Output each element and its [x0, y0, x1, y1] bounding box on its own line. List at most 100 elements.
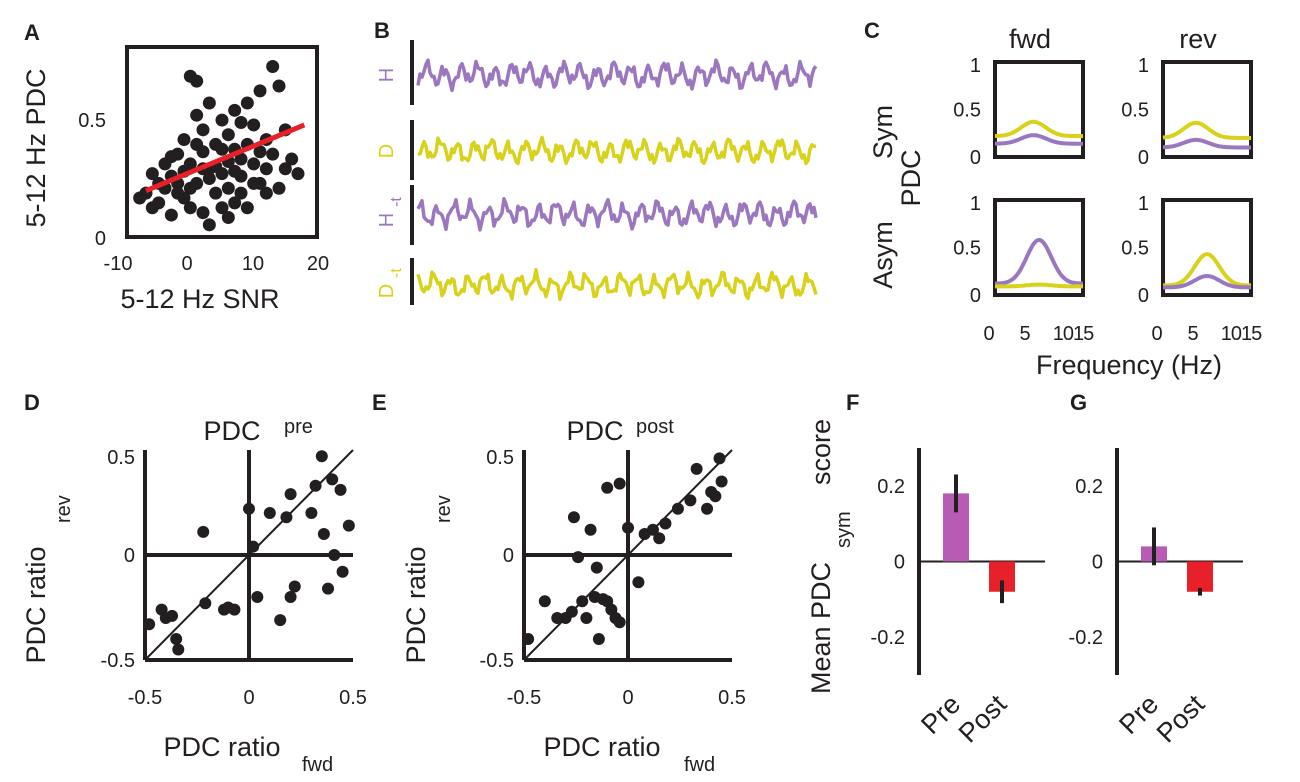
panel-a-point: [215, 142, 229, 156]
panel-a-point: [221, 181, 235, 195]
panel-c-row-sym: Sym: [868, 105, 898, 159]
panel-a-point: [190, 137, 204, 151]
panel-c-subplot-frame: [1161, 198, 1253, 297]
panel-a-point: [247, 176, 261, 190]
panel-b-traces: H D H -t D -t: [376, 40, 818, 305]
panel-f-y-label: Mean PDC sym score: [806, 419, 855, 694]
panel-e-point: [576, 595, 589, 608]
panel-a-point: [202, 218, 216, 232]
panel-e-point: [690, 462, 703, 475]
panel-d-point: [334, 483, 347, 496]
panel-c-pdc-spectra: fwd rev Sym Asym PDC Frequency (Hz) 00.5…: [868, 24, 1263, 380]
panel-c-yellow-curve: [995, 119, 1083, 139]
panel-a-point: [209, 186, 223, 200]
panel-e-y-label: PDC ratio rev: [401, 495, 455, 663]
panel-c-yellow-curve: [1163, 252, 1251, 288]
panel-a-point: [183, 157, 197, 171]
panel-e-y-tick: 0.5: [486, 447, 514, 469]
panel-c-yellow-curve: [995, 282, 1083, 289]
panel-f-y-label-suffix: score: [806, 419, 836, 485]
panel-a-point: [234, 116, 248, 130]
panel-d-point: [288, 580, 301, 593]
panel-a-point: [285, 152, 299, 166]
panel-d-point: [197, 525, 210, 538]
panel-c-subplot-frame: [993, 60, 1085, 159]
panel-label-b: B: [374, 18, 390, 43]
panel-d-x-tick: 0.5: [339, 687, 367, 709]
trace-h-label: H: [376, 68, 398, 82]
panel-d-point: [317, 528, 330, 540]
panel-e-y-tick: -0.5: [480, 650, 514, 672]
panel-e-point: [601, 481, 614, 494]
panel-a-point: [234, 186, 248, 200]
panel-a-point: [145, 167, 159, 181]
panel-a-point: [228, 196, 242, 210]
panel-e-point: [590, 561, 603, 574]
panel-c-x-label: Frequency (Hz): [1036, 350, 1222, 380]
panel-a-y-tick: 0.5: [78, 110, 106, 132]
panel-a-x-tick: 20: [307, 253, 329, 275]
panel-label-g: G: [1070, 390, 1087, 415]
panel-a-x-tick: 10: [242, 253, 264, 275]
panel-a-x-label: 5-12 Hz SNR: [120, 284, 279, 314]
panel-d-title-sub: pre: [284, 416, 313, 438]
panel-e-point: [522, 633, 535, 645]
panel-a-point: [183, 181, 197, 195]
panel-f-y-label-sub: sym: [833, 511, 855, 548]
panel-e-x-tick: -0.5: [507, 687, 541, 709]
panel-e-point: [565, 605, 578, 618]
panel-e-scatter: -0.5 0 0.5-0.500.5 PDC post PDC ratio fwd …: [401, 416, 746, 776]
panel-f-y-tick: 0: [894, 552, 905, 574]
panel-g-x-tick-post: Post: [1151, 689, 1211, 749]
panel-d-point: [336, 565, 349, 578]
panel-e-point: [646, 523, 659, 536]
panel-a-point: [164, 150, 178, 164]
panel-a-y-tick: 0: [95, 228, 106, 250]
panel-c-purple-curve: [1163, 273, 1251, 290]
panel-c-yellow-curve: [1162, 120, 1251, 140]
panel-a-y-ticks: 00.5: [78, 110, 106, 250]
panel-a-point: [228, 103, 242, 117]
panel-a-point: [272, 79, 286, 93]
panel-c-col-fwd: fwd: [1009, 24, 1051, 54]
trace-h-t-line: [416, 197, 818, 232]
panel-e-point: [567, 511, 580, 524]
panel-e-point: [684, 494, 697, 507]
panel-a-point: [215, 113, 229, 127]
panel-d-plot: -0.5 0 0.5 -0.5 0 0.5: [101, 447, 367, 709]
panel-a-point: [228, 164, 242, 178]
trace-h-line: [416, 58, 818, 93]
panel-a-points: [133, 59, 305, 232]
panel-e-point: [584, 523, 597, 536]
panel-f-y-tick: -0.2: [871, 627, 905, 649]
panel-d-point: [243, 502, 255, 515]
panel-f-y-label-main: Mean PDC: [806, 562, 836, 694]
panel-c-y-tick: 0.5: [953, 100, 981, 122]
panel-d-point: [284, 488, 297, 501]
panel-e-x-tick: 0.5: [718, 687, 746, 709]
panel-e-y-tick: 0: [503, 545, 514, 567]
panel-c-row-asym: Asym: [868, 221, 898, 289]
panel-a-point: [196, 206, 210, 220]
panel-e-point: [613, 616, 626, 629]
panel-e-x-label: PDC ratio fwd: [543, 732, 715, 776]
panel-d-y-label-main: PDC ratio: [21, 546, 51, 663]
panel-d-x-label-main: PDC ratio: [163, 732, 280, 762]
panel-d-point: [305, 507, 318, 519]
panel-c-purple-curve: [995, 237, 1083, 286]
panel-c-subplot-asym-rev: 0 0.5 1 0 5 1015: [1121, 193, 1263, 345]
panel-c-y-tick: 1: [1138, 55, 1149, 77]
trace-d-line: [417, 135, 817, 166]
panel-a-point: [253, 145, 267, 159]
panel-a-point: [190, 108, 204, 122]
panel-e-x-label-main: PDC ratio: [543, 732, 660, 762]
panel-a-x-tick: 0: [181, 253, 192, 275]
panel-g-bar-post: [1187, 561, 1213, 592]
panel-c-y-tick: 0.5: [1121, 238, 1149, 260]
panel-c-y-tick: 0: [970, 285, 981, 307]
panel-c-x-tick: 5: [1019, 323, 1030, 345]
